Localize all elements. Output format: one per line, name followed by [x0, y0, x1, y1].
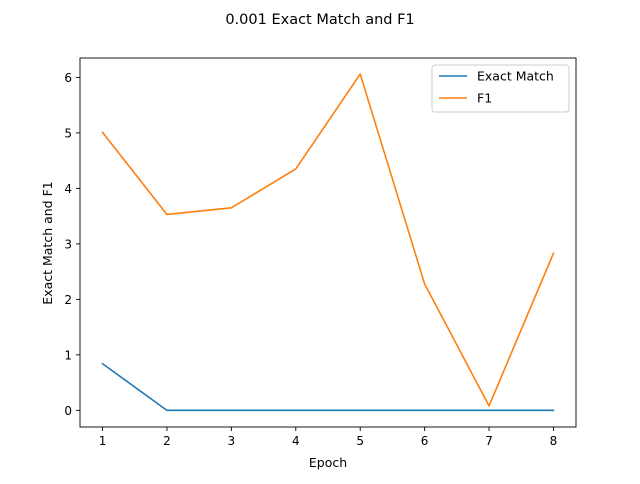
legend-label-1: F1 — [477, 91, 492, 106]
y-tick-label: 0 — [64, 404, 72, 418]
y-tick-label: 1 — [64, 348, 72, 362]
x-axis-label: Epoch — [309, 455, 347, 470]
y-tick-label: 4 — [64, 182, 72, 196]
axes-frame — [79, 57, 577, 428]
x-tick-label: 3 — [228, 434, 236, 448]
x-tick-label: 4 — [292, 434, 300, 448]
x-tick-label: 5 — [356, 434, 364, 448]
y-tick-label: 3 — [64, 237, 72, 251]
y-tick-label: 2 — [64, 293, 72, 307]
x-tick-label: 8 — [550, 434, 558, 448]
series-line-0 — [101, 362, 555, 412]
series-line-1 — [101, 73, 555, 407]
y-axis-label: Exact Match and F1 — [40, 181, 55, 304]
x-tick-label: 6 — [421, 434, 429, 448]
x-tick-label: 2 — [163, 434, 171, 448]
y-tick-label: 5 — [64, 126, 72, 140]
chart-title: 0.001 Exact Match and F1 — [225, 12, 414, 28]
x-tick-label: 7 — [485, 434, 493, 448]
plot-area: 1 2 3 4 5 6 7 8 0 1 2 3 4 5 6 Exact Match F1 — [64, 57, 577, 448]
legend-label-0: Exact Match — [477, 69, 554, 84]
y-tick-label: 6 — [64, 71, 72, 85]
x-tick-label: 1 — [99, 434, 107, 448]
